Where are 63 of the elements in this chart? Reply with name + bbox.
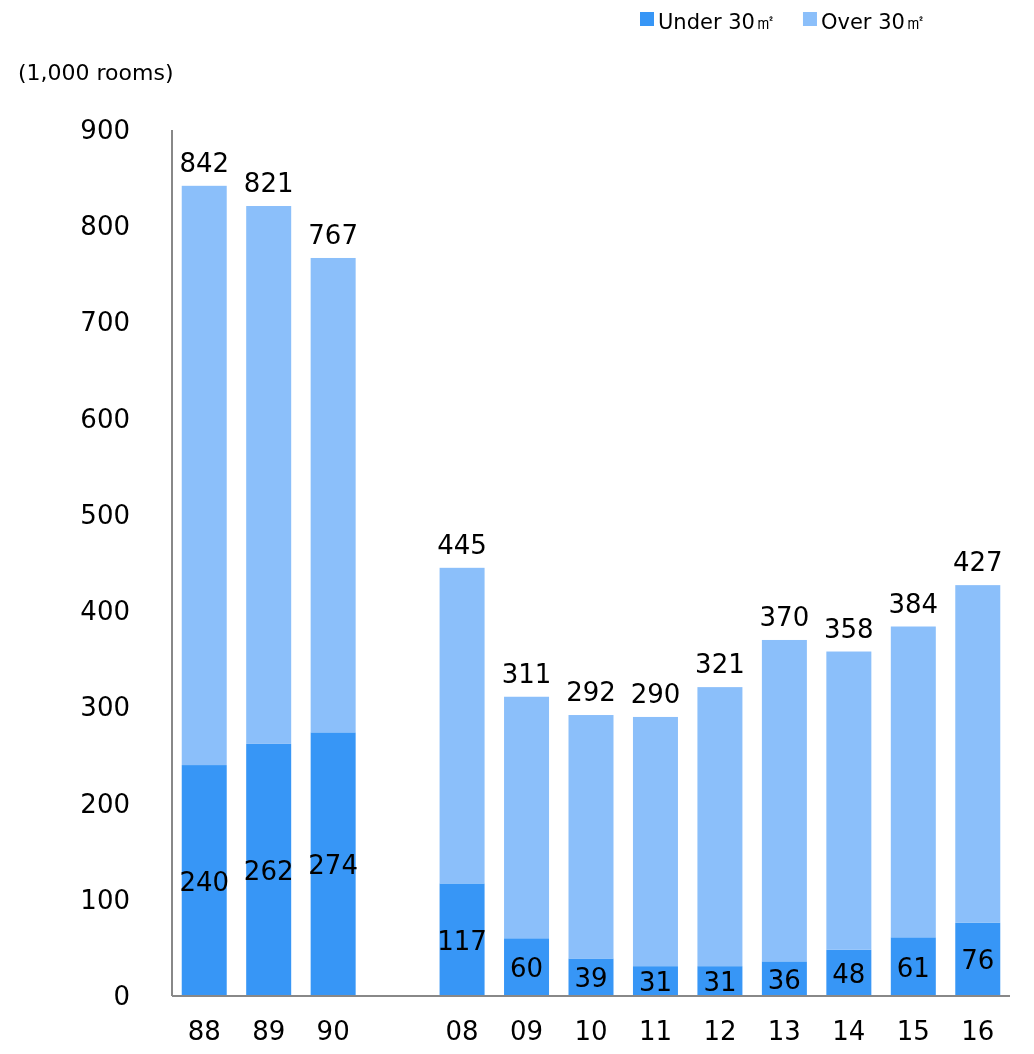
total-label: 292 xyxy=(566,677,616,708)
y-tick-label: 700 xyxy=(80,307,130,338)
data-label: 31 xyxy=(703,967,737,998)
bar xyxy=(761,639,807,962)
y-tick-label: 800 xyxy=(80,211,130,242)
data-label: 31 xyxy=(638,967,673,998)
x-tick-label: 13 xyxy=(767,1016,801,1046)
total-label: 384 xyxy=(888,588,939,619)
x-tick-label: 15 xyxy=(896,1016,930,1046)
bar xyxy=(439,883,485,996)
y-tick-label: 600 xyxy=(80,403,130,434)
y-tick-label: 900 xyxy=(80,115,130,145)
data-label: 60 xyxy=(509,953,544,984)
y-tick-label: 100 xyxy=(80,884,130,915)
data-label: 48 xyxy=(832,958,866,989)
data-label: 76 xyxy=(961,945,995,976)
total-label: 311 xyxy=(501,658,552,689)
legend-label: Over 30㎡ xyxy=(820,10,926,34)
legend-label: Under 30㎡ xyxy=(658,10,776,34)
bar xyxy=(246,206,292,744)
bar xyxy=(955,922,1001,996)
total-label: 767 xyxy=(308,219,358,250)
bar xyxy=(310,257,356,733)
total-label: 370 xyxy=(759,601,810,632)
total-label: 358 xyxy=(824,613,874,644)
x-tick-label: 09 xyxy=(509,1016,544,1046)
bar xyxy=(310,732,356,996)
y-axis-title: (1,000 rooms) xyxy=(18,60,174,85)
total-label: 445 xyxy=(437,529,487,560)
total-label: 427 xyxy=(952,547,1003,578)
bar xyxy=(504,696,550,939)
bar xyxy=(955,585,1001,923)
y-tick-label: 200 xyxy=(80,788,130,819)
y-tick-label: 300 xyxy=(80,692,130,723)
x-tick-label: 11 xyxy=(638,1016,673,1046)
bar xyxy=(181,185,227,766)
bar xyxy=(439,567,485,884)
data-label: 61 xyxy=(896,952,930,983)
y-tick-label: 0 xyxy=(113,981,130,1011)
bar xyxy=(697,687,743,967)
bar xyxy=(632,716,678,967)
bar xyxy=(826,651,872,950)
data-label: 117 xyxy=(437,925,487,956)
x-tick-label: 10 xyxy=(574,1016,608,1046)
y-tick-label: 500 xyxy=(80,499,130,530)
x-tick-label: 89 xyxy=(252,1016,286,1046)
total-label: 842 xyxy=(179,147,230,178)
x-tick-label: 12 xyxy=(703,1016,737,1046)
total-label: 321 xyxy=(695,649,745,680)
bar xyxy=(246,743,292,996)
total-label: 821 xyxy=(243,168,294,199)
total-label: 290 xyxy=(630,678,681,709)
x-tick-label: 14 xyxy=(832,1016,866,1046)
data-label: 36 xyxy=(767,964,801,995)
x-tick-label: 90 xyxy=(316,1016,350,1046)
x-tick-label: 08 xyxy=(445,1016,479,1046)
bar xyxy=(181,765,227,996)
bar xyxy=(568,715,614,959)
y-tick-label: 400 xyxy=(80,596,130,627)
x-tick-label: 88 xyxy=(187,1016,221,1046)
data-label: 39 xyxy=(574,963,608,994)
bar xyxy=(890,626,936,938)
x-tick-label: 16 xyxy=(961,1016,995,1046)
